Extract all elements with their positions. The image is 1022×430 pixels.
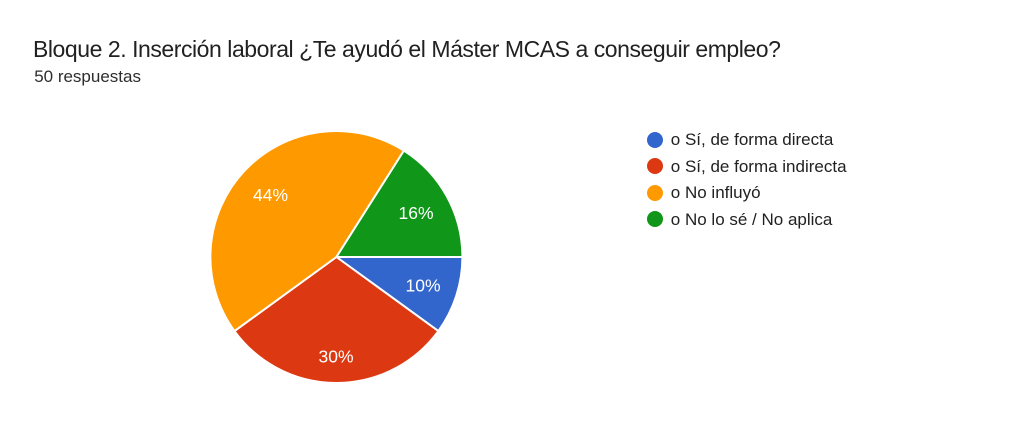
svg-text:16%: 16% — [398, 203, 433, 223]
svg-text:30%: 30% — [318, 347, 353, 367]
svg-text:44%: 44% — [253, 185, 288, 205]
svg-text:10%: 10% — [405, 275, 440, 295]
